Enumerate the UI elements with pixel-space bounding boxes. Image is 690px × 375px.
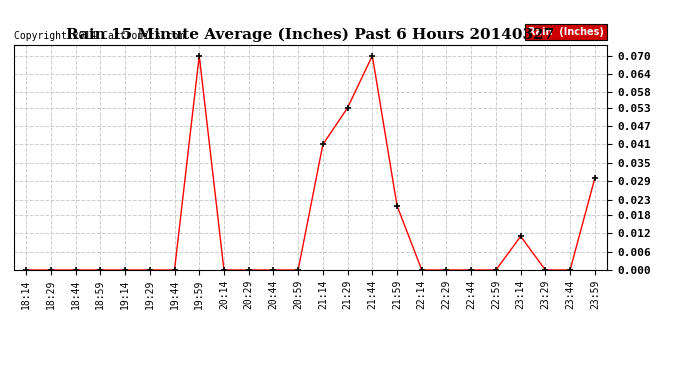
Title: Rain 15 Minute Average (Inches) Past 6 Hours 20140327: Rain 15 Minute Average (Inches) Past 6 H… <box>66 28 555 42</box>
Text: Rain  (Inches): Rain (Inches) <box>529 27 604 37</box>
Text: Copyright 2014 Cartronics.com: Copyright 2014 Cartronics.com <box>14 32 184 41</box>
